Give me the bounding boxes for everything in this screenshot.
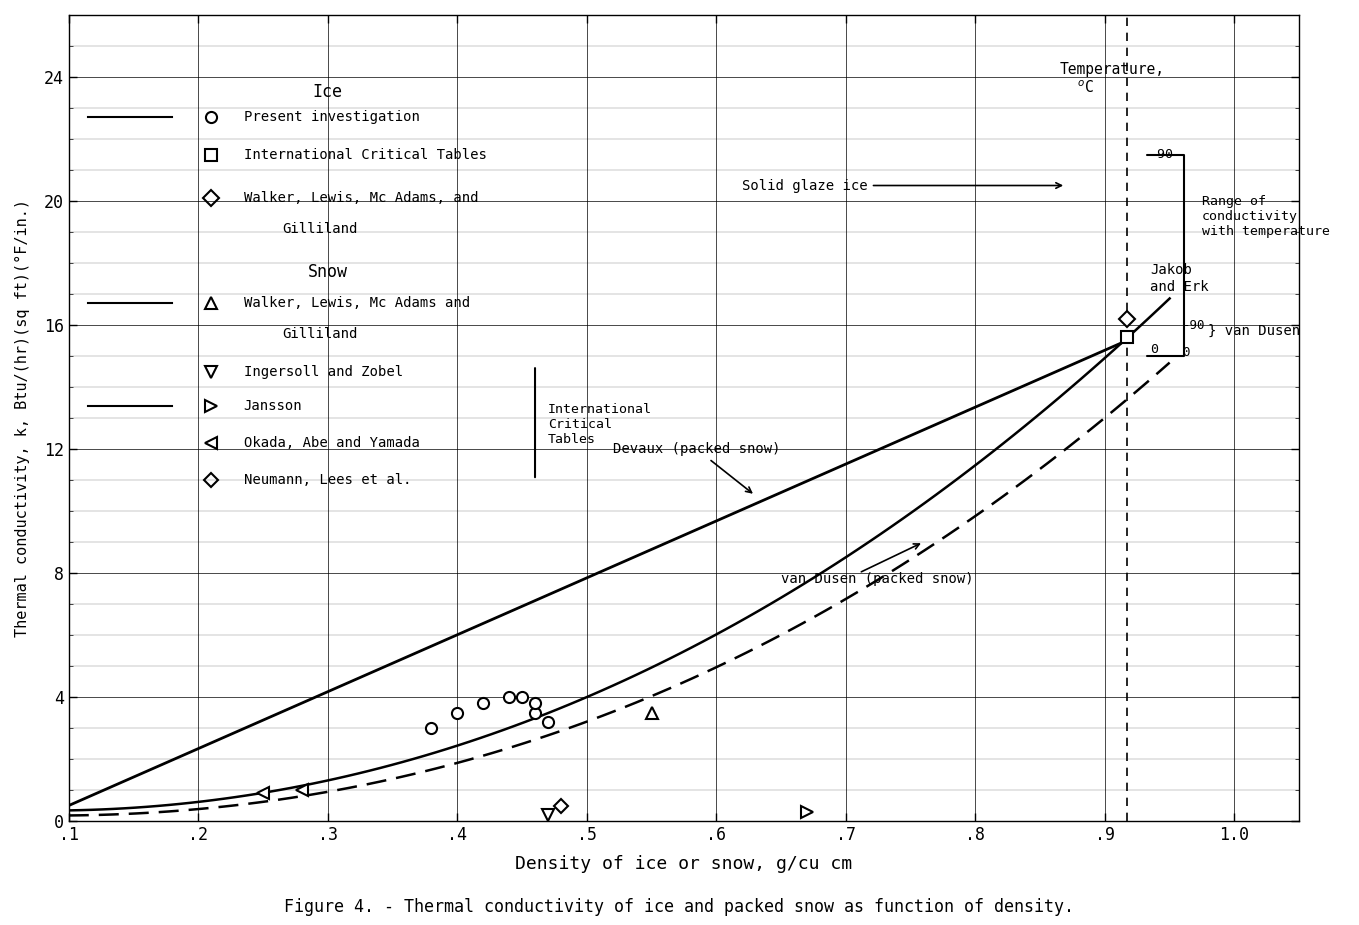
- Text: 0: 0: [1182, 346, 1190, 360]
- Text: -90: -90: [1150, 148, 1174, 161]
- Text: Temperature,
  $^o$C: Temperature, $^o$C: [1060, 61, 1165, 96]
- Text: Gilliland: Gilliland: [283, 222, 357, 236]
- Text: Range of
conductivity
with temperature: Range of conductivity with temperature: [1201, 195, 1330, 238]
- Text: Neumann, Lees et al.: Neumann, Lees et al.: [243, 473, 412, 487]
- Text: Ingersoll and Zobel: Ingersoll and Zobel: [243, 364, 402, 378]
- Text: Ice: Ice: [313, 83, 342, 101]
- Text: Devaux (packed snow): Devaux (packed snow): [613, 442, 780, 493]
- Text: Gilliland: Gilliland: [283, 327, 357, 341]
- X-axis label: Density of ice or snow, g/cu cm: Density of ice or snow, g/cu cm: [515, 855, 852, 873]
- Text: } van Dusen: } van Dusen: [1208, 324, 1301, 339]
- Y-axis label: Thermal conductivity, k, Btu/(hr)(sq ft)(°F/in.): Thermal conductivity, k, Btu/(hr)(sq ft)…: [15, 199, 30, 637]
- Text: Figure 4. - Thermal conductivity of ice and packed snow as function of density.: Figure 4. - Thermal conductivity of ice …: [284, 898, 1075, 916]
- Text: Walker, Lewis, Mc Adams, and: Walker, Lewis, Mc Adams, and: [243, 191, 478, 205]
- Text: Snow: Snow: [307, 263, 348, 281]
- Text: International Critical Tables: International Critical Tables: [243, 147, 487, 162]
- Text: -90: -90: [1182, 318, 1205, 331]
- Text: Jansson: Jansson: [243, 399, 302, 413]
- Text: Okada, Abe and Yamada: Okada, Abe and Yamada: [243, 436, 420, 450]
- Text: Solid glaze ice: Solid glaze ice: [742, 179, 1061, 192]
- Text: van Dusen (packed snow): van Dusen (packed snow): [781, 573, 973, 586]
- Text: Jakob
and Erk: Jakob and Erk: [1150, 264, 1210, 293]
- Text: 0: 0: [1150, 343, 1158, 356]
- Text: Present investigation: Present investigation: [243, 110, 420, 124]
- Text: Walker, Lewis, Mc Adams and: Walker, Lewis, Mc Adams and: [243, 296, 470, 310]
- Text: International
Critical
Tables: International Critical Tables: [548, 402, 652, 446]
